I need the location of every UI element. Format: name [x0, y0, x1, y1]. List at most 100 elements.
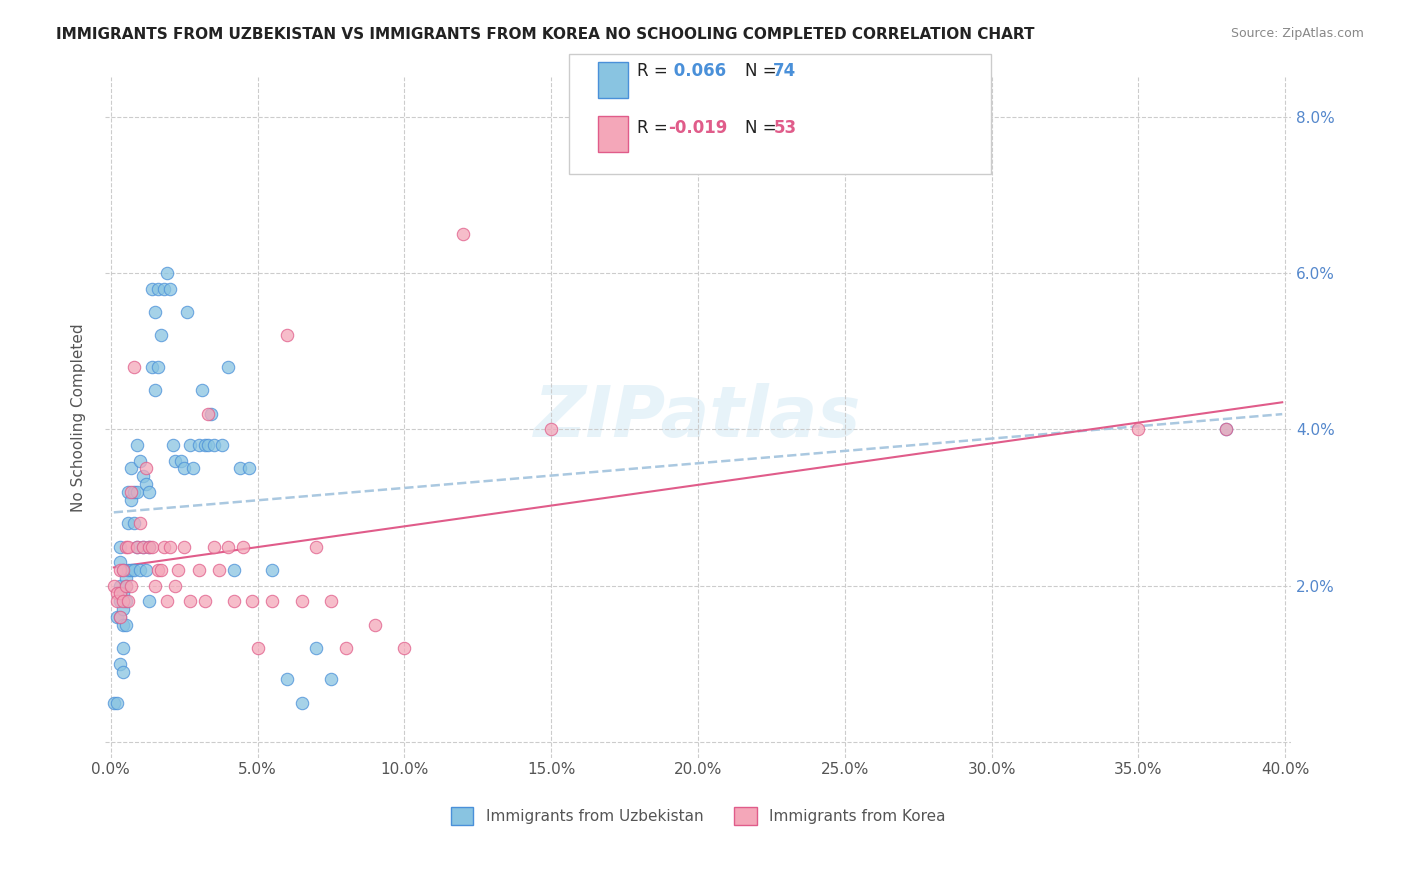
Text: N =: N = [745, 119, 782, 136]
Point [141, 281, 163, 295]
Point [124, 516, 146, 530]
Point [208, 563, 231, 577]
Point [105, 610, 128, 624]
Text: -0.019: -0.019 [668, 119, 727, 136]
Point [276, 328, 298, 343]
Point [167, 563, 190, 577]
Point [232, 540, 254, 554]
Point [1215, 422, 1237, 436]
Point [240, 594, 263, 608]
Point [238, 461, 260, 475]
Point [103, 696, 125, 710]
Point [202, 438, 225, 452]
Point [211, 438, 233, 452]
Point [127, 540, 149, 554]
Point [159, 281, 181, 295]
Point [111, 665, 134, 679]
Point [108, 586, 131, 600]
Point [124, 359, 146, 374]
Point [170, 453, 193, 467]
Point [159, 540, 181, 554]
Point [105, 594, 128, 608]
Point [335, 641, 357, 656]
Point [117, 594, 139, 608]
Point [138, 484, 160, 499]
Point [108, 579, 131, 593]
Point [305, 540, 328, 554]
Point [114, 579, 136, 593]
Point [111, 563, 134, 577]
Point [129, 453, 152, 467]
Point [108, 540, 131, 554]
Point [143, 305, 166, 319]
Point [165, 453, 187, 467]
Point [319, 594, 342, 608]
Point [1215, 422, 1237, 436]
Point [132, 469, 155, 483]
Point [217, 359, 239, 374]
Point [120, 484, 142, 499]
Point [191, 383, 214, 397]
Point [114, 594, 136, 608]
Point [105, 586, 128, 600]
Point [146, 281, 169, 295]
Point [291, 696, 314, 710]
Point [108, 594, 131, 608]
Point [194, 438, 217, 452]
Point [143, 579, 166, 593]
Point [108, 563, 131, 577]
Point [108, 555, 131, 569]
Point [120, 492, 142, 507]
Point [187, 563, 209, 577]
Point [111, 586, 134, 600]
Point [135, 461, 157, 475]
Text: ZIPatlas: ZIPatlas [534, 383, 862, 452]
Point [127, 484, 149, 499]
Point [114, 571, 136, 585]
Point [141, 359, 163, 374]
Point [149, 328, 172, 343]
Point [129, 516, 152, 530]
Point [173, 540, 195, 554]
Point [114, 540, 136, 554]
Point [117, 563, 139, 577]
Point [165, 579, 187, 593]
Point [129, 563, 152, 577]
Point [111, 617, 134, 632]
Point [143, 383, 166, 397]
Point [111, 641, 134, 656]
Point [152, 281, 174, 295]
Point [194, 594, 217, 608]
Point [135, 563, 157, 577]
Point [111, 563, 134, 577]
Point [103, 579, 125, 593]
Point [111, 594, 134, 608]
Point [202, 540, 225, 554]
Text: Source: ZipAtlas.com: Source: ZipAtlas.com [1230, 27, 1364, 40]
Point [120, 579, 142, 593]
Point [451, 227, 474, 241]
Point [179, 594, 201, 608]
Point [138, 540, 160, 554]
Point [181, 461, 204, 475]
Point [132, 540, 155, 554]
Legend: Immigrants from Uzbekistan, Immigrants from Korea: Immigrants from Uzbekistan, Immigrants f… [444, 801, 952, 831]
Point [1128, 422, 1150, 436]
Point [149, 563, 172, 577]
Point [114, 617, 136, 632]
Point [246, 641, 269, 656]
Text: 0.066: 0.066 [668, 62, 725, 80]
Point [229, 461, 252, 475]
Point [114, 579, 136, 593]
Point [138, 594, 160, 608]
Text: 74: 74 [773, 62, 797, 80]
Point [108, 610, 131, 624]
Point [124, 484, 146, 499]
Point [117, 484, 139, 499]
Point [156, 594, 179, 608]
Point [127, 540, 149, 554]
Point [146, 563, 169, 577]
Point [540, 422, 562, 436]
Point [217, 540, 239, 554]
Text: R =: R = [637, 119, 673, 136]
